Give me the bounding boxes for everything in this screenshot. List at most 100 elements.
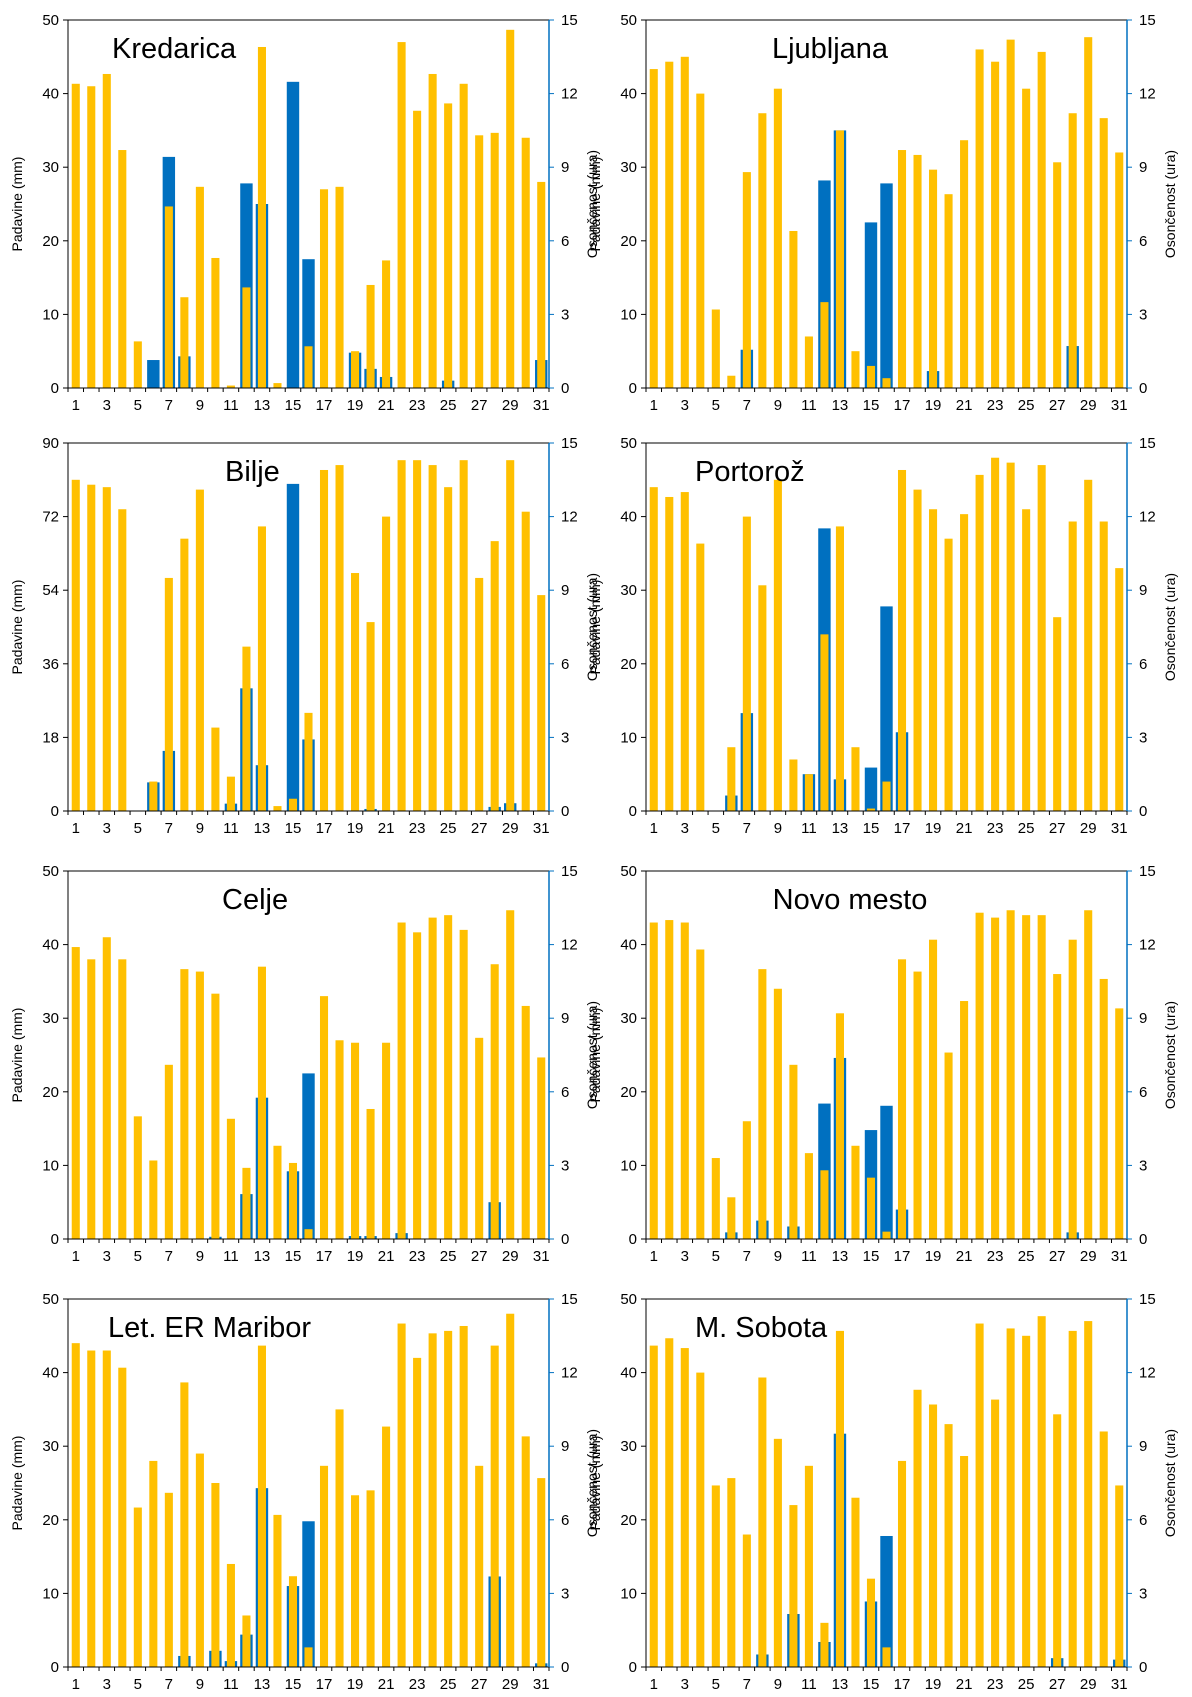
y2-tick-label: 15	[1139, 12, 1156, 29]
sunshine-bar	[1084, 37, 1092, 388]
x-tick-label: 11	[223, 1248, 239, 1265]
sunshine-bar	[351, 573, 359, 811]
chart-title: Kredarica	[112, 33, 237, 65]
sunshine-bar	[165, 1493, 173, 1667]
y2-tick-label: 12	[1139, 1365, 1156, 1382]
sunshine-bar	[398, 460, 406, 811]
sunshine-bar	[289, 1163, 297, 1239]
sunshine-bar	[304, 713, 312, 811]
sunshine-bar	[211, 1483, 219, 1667]
x-tick-label: 25	[440, 1676, 457, 1693]
sunshine-bar	[444, 487, 452, 811]
sunshine-bar	[118, 509, 126, 811]
chart-title: M. Sobota	[695, 1312, 828, 1344]
sunshine-bar	[382, 260, 390, 388]
sunshine-bar	[335, 465, 343, 811]
x-tick-label: 31	[1111, 397, 1128, 414]
sunshine-bar	[743, 172, 751, 388]
sunshine-bar	[1115, 152, 1123, 388]
sunshine-bar	[103, 487, 111, 811]
sunshine-bar	[681, 923, 689, 1239]
sunshine-bar	[1100, 1431, 1108, 1667]
sunshine-bar	[367, 285, 375, 388]
sunshine-bar	[413, 1358, 421, 1667]
sunshine-bar	[149, 1160, 157, 1239]
x-tick-label: 1	[650, 1676, 658, 1693]
y-tick-label: 30	[620, 159, 637, 176]
sunshine-bar	[87, 959, 95, 1239]
y-tick-label: 10	[620, 729, 637, 746]
x-tick-label: 11	[223, 820, 239, 837]
y2-tick-label: 0	[1139, 803, 1147, 820]
sunshine-bar	[320, 470, 328, 811]
sunshine-bar	[650, 69, 658, 388]
sunshine-bar	[774, 89, 782, 388]
y-tick-label: 40	[620, 937, 637, 954]
y2-tick-label: 3	[561, 1585, 569, 1602]
chart-title: Novo mesto	[773, 884, 928, 916]
sunshine-bar	[1069, 940, 1077, 1239]
y-tick-label: 20	[42, 233, 59, 250]
x-tick-label: 5	[134, 397, 142, 414]
x-tick-label: 13	[254, 1248, 271, 1265]
x-tick-label: 17	[316, 397, 333, 414]
sunshine-bar	[1022, 1336, 1030, 1667]
sunshine-bar	[149, 1461, 157, 1667]
x-tick-label: 27	[471, 397, 488, 414]
x-tick-label: 19	[925, 1248, 942, 1265]
sunshine-bar	[180, 969, 188, 1239]
x-tick-label: 19	[347, 1676, 364, 1693]
y2-tick-label: 3	[1139, 306, 1147, 323]
sunshine-bar	[1084, 910, 1092, 1239]
sunshine-bar	[976, 913, 984, 1239]
y-tick-label: 30	[620, 1438, 637, 1455]
x-tick-label: 25	[1018, 1676, 1035, 1693]
y-tick-label: 54	[42, 582, 59, 599]
x-tick-label: 25	[1018, 1248, 1035, 1265]
sunshine-bar	[118, 959, 126, 1239]
x-tick-label: 13	[832, 1676, 849, 1693]
sunshine-bar	[118, 150, 126, 388]
x-tick-label: 9	[774, 397, 782, 414]
sunshine-bar	[537, 1478, 545, 1667]
sunshine-bar	[491, 541, 499, 811]
y2-tick-label: 0	[561, 380, 569, 397]
x-tick-label: 29	[502, 820, 519, 837]
sunshine-bar	[351, 1043, 359, 1239]
sunshine-bar	[444, 915, 452, 1239]
sunshine-bar	[805, 336, 813, 388]
y-tick-label: 0	[51, 1231, 59, 1248]
sunshine-bar	[805, 1466, 813, 1667]
y-tick-label: 30	[42, 1010, 59, 1027]
sunshine-bar	[1022, 89, 1030, 388]
x-tick-label: 27	[1049, 1248, 1066, 1265]
y2-tick-label: 6	[561, 1084, 569, 1101]
x-tick-label: 5	[134, 820, 142, 837]
sunshine-bar	[696, 544, 704, 811]
y2-tick-label: 9	[1139, 1438, 1147, 1455]
sunshine-bar	[1007, 910, 1015, 1239]
y-tick-label: 0	[51, 803, 59, 820]
x-tick-label: 5	[712, 820, 720, 837]
sunshine-bar	[398, 923, 406, 1239]
y2-tick-label: 9	[561, 582, 569, 599]
sunshine-bar	[1053, 617, 1061, 811]
x-tick-label: 17	[894, 397, 911, 414]
sunshine-bar	[851, 351, 859, 388]
y-tick-label: 50	[620, 435, 637, 452]
x-tick-label: 13	[832, 397, 849, 414]
x-tick-label: 21	[956, 820, 973, 837]
y2-axis-label: Osončenost (ura)	[1162, 150, 1178, 258]
sunshine-bar	[506, 910, 514, 1239]
x-tick-label: 3	[103, 1676, 111, 1693]
sunshine-bar	[304, 1229, 312, 1239]
y2-tick-label: 15	[561, 12, 578, 29]
sunshine-bar	[929, 1404, 937, 1667]
sunshine-bar	[460, 930, 468, 1239]
x-tick-label: 1	[72, 820, 80, 837]
x-tick-label: 19	[925, 1676, 942, 1693]
x-tick-label: 15	[285, 1676, 302, 1693]
sunshine-bar	[506, 1314, 514, 1667]
x-tick-label: 29	[502, 1676, 519, 1693]
sunshine-bar	[696, 950, 704, 1239]
